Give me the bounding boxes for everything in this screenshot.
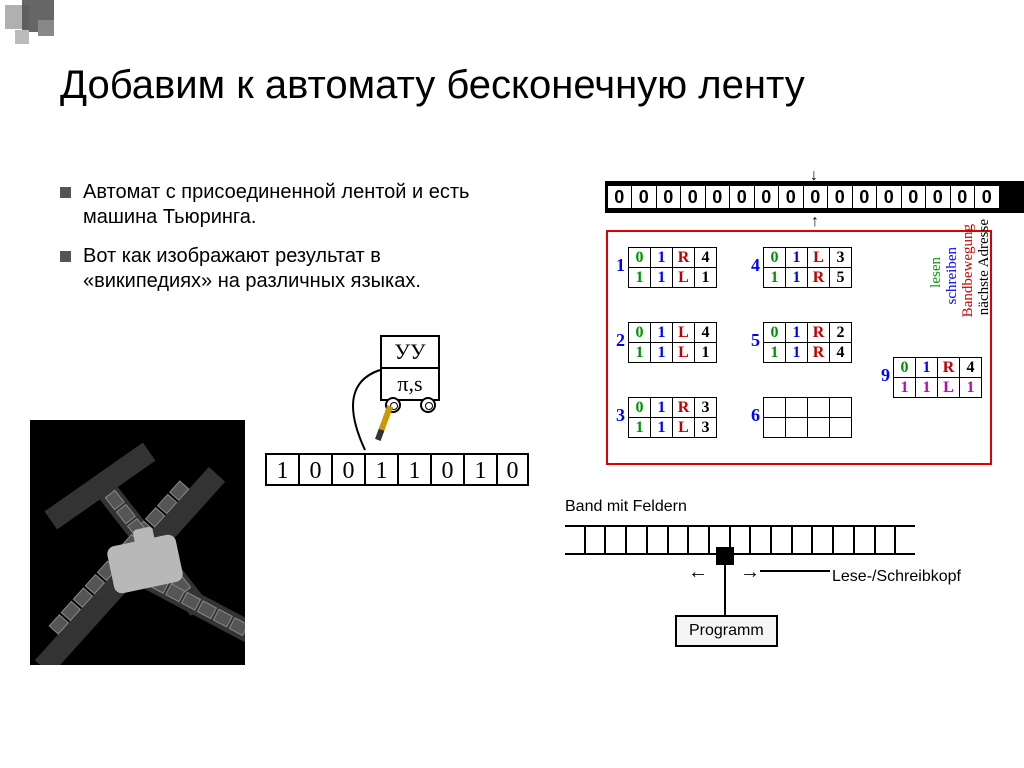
uu-tape: 10011010 [265,453,529,486]
state-table: 01R411L1 [893,357,982,398]
bullet-icon [60,251,71,262]
state-table: 01L411L1 [628,322,717,363]
arrow-left-icon: ← [688,561,708,584]
state-table: 01R211R4 [763,322,852,363]
tape-cell: 1 [364,453,397,486]
state-table: 01R411L1 [628,247,717,288]
connector-line [724,565,726,615]
tape-cell: 0 [632,186,656,208]
tape-cell: 0 [657,186,681,208]
bullet-icon [60,187,71,198]
tape-cell: 0 [804,186,828,208]
state-number: 5 [751,330,760,351]
tape-cell: 0 [926,186,950,208]
wheel-icon [420,397,436,413]
turing-tape: 0000000000000000 [605,181,1024,213]
tape-cell: 0 [951,186,975,208]
bullet-item: Автомат с присоединенной лентой и есть м… [60,180,510,230]
arrow-right-icon: → [740,561,760,584]
film-tape-render [30,420,245,665]
tape-cell: 0 [608,186,632,208]
tape-cell: 0 [779,186,803,208]
tape-cell: 0 [828,186,852,208]
head-label: Lese-/Schreibkopf [832,568,961,586]
band-ladder [565,525,915,555]
label-bandbewegung: Bandbewegung [960,224,977,317]
program-box: Programm [675,615,778,647]
tape-cell: 0 [706,186,730,208]
tape-cell: 0 [877,186,901,208]
label-lesen: lesen [928,257,945,288]
tape-cell: 0 [496,453,529,486]
tape-cell: 1 [397,453,430,486]
state-table: 01L311R5 [763,247,852,288]
state-number: 2 [616,330,625,351]
state-number: 9 [881,365,890,386]
state-number: 3 [616,405,625,426]
tape-cell: 0 [298,453,331,486]
curve-icon [325,335,395,455]
state-number: 4 [751,255,760,276]
arrow-up-icon: ↑ [811,213,819,231]
tape-cell: 1 [265,453,298,486]
german-diagram: Band mit Feldern ← → Lese-/Schreibkopf P… [560,490,960,680]
tape-cell: 0 [730,186,754,208]
connector-line [760,570,830,572]
bullet-item: Вот как изображают результат в «википеди… [60,244,510,294]
bullet-list: Автомат с присоединенной лентой и есть м… [60,180,510,308]
tape-cell: 1 [463,453,496,486]
band-label: Band mit Feldern [565,498,687,516]
read-write-head [716,547,734,565]
state-number: 1 [616,255,625,276]
state-number: 6 [751,405,760,426]
tape-cell: 0 [755,186,779,208]
state-table-box: lesen schreiben Bandbewegung nächste Adr… [606,230,992,465]
slide-decoration [0,0,100,45]
state-table: 01R311L3 [628,397,717,438]
tape-cell: 0 [975,186,999,208]
tape-cell: 0 [853,186,877,208]
control-unit-diagram: УУ π,s 10011010 [265,335,530,490]
state-table [763,397,852,438]
slide-title: Добавим к автомату бесконечную ленту [60,62,994,108]
tape-cell: 0 [681,186,705,208]
label-schreiben: schreiben [944,247,961,304]
label-adresse: nächste Adresse [976,219,993,315]
tape-cell: 0 [902,186,926,208]
tape-cell: 0 [430,453,463,486]
tape-cell: 0 [331,453,364,486]
